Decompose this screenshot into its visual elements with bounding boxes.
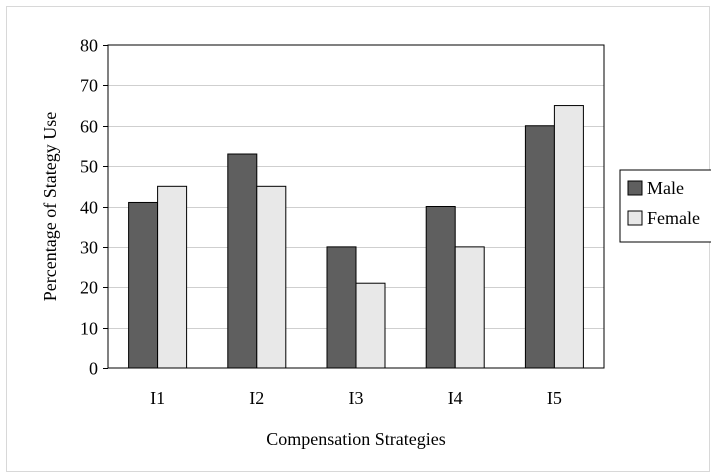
y-tick-label: 10 <box>80 319 98 339</box>
bar-female-i2 <box>256 185 287 369</box>
x-tick-label: I2 <box>249 388 264 408</box>
bar-male-i1 <box>128 201 159 369</box>
y-tick-label: 40 <box>80 198 98 218</box>
y-axis-label: Percentage of Stategy Use <box>40 112 60 301</box>
bar-male-i3 <box>326 246 357 369</box>
legend-label-male: Male <box>647 178 684 198</box>
chart-frame <box>6 6 710 472</box>
bar-male-i4 <box>425 206 456 369</box>
y-tick-label: 0 <box>89 359 98 379</box>
gridlines <box>108 85 604 329</box>
x-axis-ticks: I1 I2 I3 I4 I5 <box>150 388 562 408</box>
y-tick-label: 30 <box>80 238 98 258</box>
y-axis-ticks: 0 10 20 30 40 50 60 70 80 <box>80 36 108 379</box>
bar-male-i5 <box>524 125 555 369</box>
legend-label-female: Female <box>647 208 700 228</box>
bar-female-i4 <box>454 246 485 369</box>
legend: Male Female <box>619 169 711 243</box>
bar-female-i5 <box>553 105 584 369</box>
x-tick-label: I3 <box>349 388 364 408</box>
x-axis-label: Compensation Strategies <box>266 429 445 449</box>
x-tick-label: I4 <box>448 388 463 408</box>
bar-female-i1 <box>157 185 188 369</box>
x-tick-label: I5 <box>547 388 562 408</box>
legend-swatch-male <box>627 180 643 196</box>
bars <box>128 105 584 369</box>
y-tick-label: 20 <box>80 278 98 298</box>
y-tick-label: 70 <box>80 76 98 96</box>
y-tick-label: 60 <box>80 117 98 137</box>
bar-male-i2 <box>227 153 258 369</box>
bar-female-i3 <box>355 282 386 369</box>
legend-swatch-female <box>627 210 643 226</box>
y-tick-label: 80 <box>80 36 98 56</box>
x-tick-label: I1 <box>150 388 165 408</box>
y-tick-label: 50 <box>80 157 98 177</box>
